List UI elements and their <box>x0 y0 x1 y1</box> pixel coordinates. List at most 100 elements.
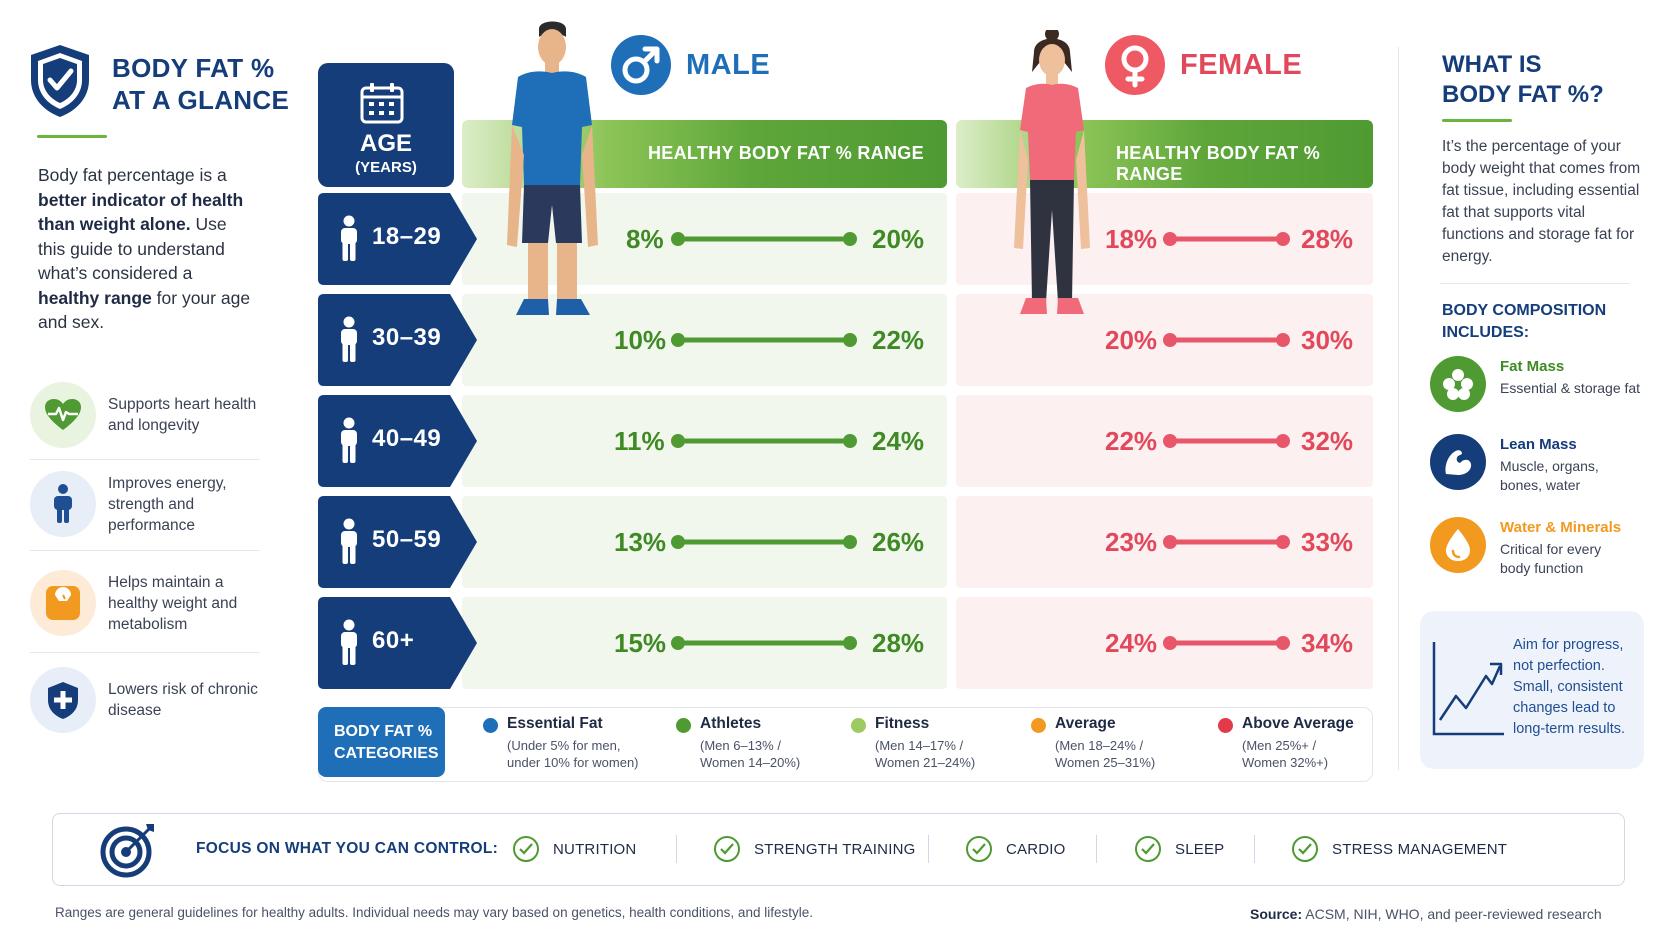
benefit-item: Supports heart health and longevity <box>30 377 260 453</box>
female-max-value: 32% <box>1301 426 1354 456</box>
legend-dot <box>676 718 691 733</box>
categories-tag: BODY FAT % CATEGORIES <box>318 707 445 777</box>
benefit-text: Lowers risk of chronic disease <box>108 681 258 719</box>
focus-bar <box>52 813 1625 886</box>
male-max-value: 22% <box>872 325 925 355</box>
male-max-value: 24% <box>872 426 925 456</box>
title-underline <box>37 135 107 138</box>
water-drop-icon <box>1430 517 1486 573</box>
shield-plus-icon <box>30 667 96 733</box>
calendar-icon <box>360 83 404 124</box>
what-is-description: It’s the percentage of your body weight … <box>1442 138 1641 265</box>
focus-label: FOCUS ON WHAT YOU CAN CONTROL: <box>196 840 499 857</box>
male-max-value: 26% <box>872 527 925 557</box>
female-max-value: 28% <box>1301 224 1354 254</box>
check-icon <box>714 836 740 862</box>
source-citation: Source: ACSM, NIH, WHO, and peer-reviewe… <box>1250 906 1602 922</box>
male-range-bar <box>671 535 857 549</box>
divider <box>30 459 260 460</box>
heart-pulse-icon <box>30 382 96 448</box>
divider <box>1440 283 1630 284</box>
female-min-value: 23% <box>1105 527 1158 557</box>
person-icon <box>341 316 357 362</box>
scale-icon <box>30 570 96 636</box>
female-min-value: 18% <box>1105 224 1158 254</box>
divider <box>30 652 260 653</box>
divider <box>928 835 929 863</box>
title-underline <box>1442 119 1512 122</box>
focus-item-sleep: SLEEP <box>1135 834 1224 864</box>
composition-item-fat-mass: Fat Mass Essential & storage fat <box>1430 356 1665 426</box>
age-tab: 40–49 <box>318 395 478 487</box>
benefit-item: Improves energy, strength and performanc… <box>30 466 260 542</box>
composition-item-lean-mass: Lean Mass Muscle, organs, bones, water <box>1430 434 1665 504</box>
female-min-value: 22% <box>1105 426 1158 456</box>
male-range-bar <box>671 636 857 650</box>
male-figure-illustration <box>507 21 598 315</box>
what-is-title: WHAT IS BODY FAT %? <box>1442 51 1604 108</box>
person-icon <box>30 471 96 537</box>
column-divider <box>1398 47 1399 770</box>
female-figure-illustration <box>1014 30 1090 314</box>
shield-check-icon <box>31 45 89 117</box>
male-symbol-icon <box>611 35 671 95</box>
legend-dot <box>1218 718 1233 733</box>
age-header: AGE (YEARS) <box>318 63 454 187</box>
categories-legend <box>318 707 1373 782</box>
female-range-bar <box>1163 232 1290 246</box>
age-range-label: 50–59 <box>372 526 442 553</box>
divider <box>676 835 677 863</box>
male-min-value: 8% <box>626 224 664 254</box>
person-icon <box>341 518 357 564</box>
legend-dot <box>483 718 498 733</box>
focus-item-cardio: CARDIO <box>966 834 1066 864</box>
male-range-bar <box>671 333 857 347</box>
female-min-value: 20% <box>1105 325 1158 355</box>
progress-message: Aim for progress, not perfection. Small,… <box>1513 637 1626 737</box>
age-range-label: 60+ <box>372 627 415 654</box>
person-icon <box>341 619 357 665</box>
female-range-bar <box>1163 636 1290 650</box>
benefit-text: Improves energy, strength and performanc… <box>108 474 227 534</box>
male-min-value: 11% <box>614 426 665 456</box>
focus-item-nutrition: NUTRITION <box>513 834 636 864</box>
male-range-bar <box>671 434 857 448</box>
focus-item-stress-management: STRESS MANAGEMENT <box>1292 834 1507 864</box>
progress-card <box>1420 611 1644 769</box>
check-icon <box>966 836 992 862</box>
female-max-value: 30% <box>1301 325 1354 355</box>
male-max-value: 28% <box>872 628 925 658</box>
composition-title: BODY COMPOSITION INCLUDES: <box>1442 302 1607 341</box>
divider <box>1096 835 1097 863</box>
composition-item-water-minerals: Water & Minerals Critical for every body … <box>1430 517 1665 587</box>
check-icon <box>513 836 539 862</box>
female-symbol-icon <box>1105 35 1165 95</box>
check-icon <box>1292 836 1318 862</box>
benefit-item: Helps maintain a healthy weight and meta… <box>30 565 260 641</box>
female-max-value: 34% <box>1301 628 1354 658</box>
benefit-text: Helps maintain a healthy weight and meta… <box>108 573 238 633</box>
male-range-bar <box>671 232 857 246</box>
legend-dot <box>851 718 866 733</box>
age-sublabel: (YEARS) <box>355 159 417 176</box>
check-icon <box>1135 836 1161 862</box>
age-tab: 30–39 <box>318 294 478 386</box>
female-label: FEMALE <box>1180 49 1303 81</box>
person-icon <box>341 215 357 261</box>
divider <box>30 550 260 551</box>
male-label: MALE <box>686 49 771 81</box>
benefit-item: Lowers risk of chronic disease <box>30 662 260 738</box>
legend-dot <box>1031 718 1046 733</box>
age-range-label: 30–39 <box>372 324 442 351</box>
female-range-bar <box>1163 535 1290 549</box>
female-range-bar <box>1163 434 1290 448</box>
female-min-value: 24% <box>1105 628 1158 658</box>
age-range-label: 40–49 <box>372 425 442 452</box>
male-max-value: 20% <box>872 224 925 254</box>
footnote: Ranges are general guidelines for health… <box>55 905 813 920</box>
male-min-value: 13% <box>614 527 667 557</box>
age-tab: 50–59 <box>318 496 478 588</box>
page-title: BODY FAT % AT A GLANCE <box>112 53 290 115</box>
muscle-arm-icon <box>1430 434 1486 490</box>
age-range-label: 18–29 <box>372 223 442 250</box>
